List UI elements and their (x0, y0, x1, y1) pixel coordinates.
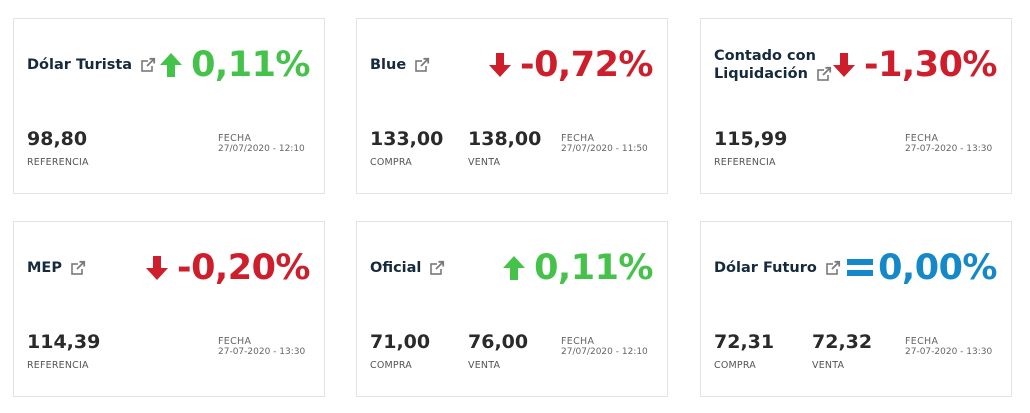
date-label: FECHA (561, 133, 595, 144)
rate-number: 115,99 (714, 128, 788, 150)
rate-value: 72,31 COMPRA (714, 330, 774, 371)
rate-number: 98,80 (27, 128, 88, 150)
rate-label: REFERENCIA (27, 157, 89, 168)
date-label: FECHA (905, 336, 939, 347)
rate-label: REFERENCIA (714, 157, 776, 168)
rate-name: Dólar Futuro (714, 259, 841, 277)
variation: -0,20% (145, 248, 310, 288)
card-header: Blue -0,72% (370, 41, 653, 89)
date-block: FECHA 27/07/2020 - 11:50 (561, 133, 653, 155)
date-value: 27/07/2020 - 12:10 (218, 144, 305, 154)
rate-name: Dólar Turista (27, 56, 157, 74)
card-header: MEP -0,20% (27, 244, 310, 292)
rate-number: 71,00 (370, 331, 431, 353)
rate-value: 71,00 COMPRA (370, 330, 430, 371)
rate-label: COMPRA (370, 360, 412, 371)
rate-card: Contado con Liquidación -1,30% 115,99 REFERE… (700, 18, 1012, 194)
date-value: 27-07-2020 - 13:30 (905, 144, 993, 154)
rate-name: Contado con Liquidación (714, 47, 832, 83)
date-value: 27-07-2020 - 13:30 (218, 347, 306, 357)
variation-percent: 0,11% (534, 248, 653, 288)
rate-number: 133,00 (370, 128, 444, 150)
external-link-icon[interactable] (825, 260, 841, 276)
variation-percent: 0,11% (191, 45, 310, 85)
variation-percent: -0,72% (520, 45, 653, 85)
rate-value: 114,39 REFERENCIA (27, 330, 100, 371)
arrow-down-icon (488, 52, 520, 78)
card-values: 133,00 COMPRA 138,00 VENTA FECHA 27/07/2020 -… (370, 127, 653, 171)
arrow-up-icon (159, 52, 191, 78)
rate-value: 72,32 VENTA (812, 330, 872, 371)
rate-card: Dólar Futuro 0,00% 72,31 COMPRA 72,32 VENTA FE… (700, 221, 1012, 397)
external-link-icon[interactable] (414, 57, 431, 73)
card-header: Dólar Turista 0,11% (27, 41, 310, 89)
date-label: FECHA (561, 336, 595, 347)
rate-value: 138,00 VENTA (468, 127, 541, 168)
date-label: FECHA (218, 133, 252, 144)
date-value: 27/07/2020 - 11:50 (561, 144, 648, 154)
rate-value: 98,80 REFERENCIA (27, 127, 89, 168)
arrow-down-icon (832, 52, 864, 78)
variation: 0,11% (502, 248, 653, 288)
arrow-down-icon (145, 255, 177, 281)
rate-number: 114,39 (27, 331, 101, 353)
date-block: FECHA 27-07-2020 - 13:30 (218, 336, 310, 358)
external-link-icon[interactable] (140, 57, 157, 73)
card-values: 71,00 COMPRA 76,00 VENTA FECHA 27/07/2020 - 1… (370, 330, 653, 374)
external-link-icon[interactable] (816, 66, 832, 82)
date-value: 27/07/2020 - 12:10 (561, 347, 648, 357)
rate-card: MEP -0,20% 114,39 REFERENCIA FECHA 27-07-2020… (13, 221, 325, 397)
equals-icon (846, 257, 878, 279)
rate-name: Blue (370, 56, 431, 74)
rate-card: Oficial 0,11% 71,00 COMPRA 76,00 VENTA FECHA 27… (356, 221, 668, 397)
rate-label: VENTA (812, 360, 845, 371)
card-values: 98,80 REFERENCIA FECHA 27/07/2020 - 12:10 (27, 127, 310, 171)
rate-name: Oficial (370, 259, 446, 277)
rate-number: 76,00 (468, 331, 529, 353)
variation: -0,72% (488, 45, 653, 85)
rate-label: REFERENCIA (27, 360, 89, 371)
rate-label: COMPRA (714, 360, 756, 371)
rate-number: 138,00 (468, 128, 542, 150)
card-values: 72,31 COMPRA 72,32 VENTA FECHA 27-07-2020 - 1… (714, 330, 997, 374)
rate-card: Dólar Turista 0,11% 98,80 REFERENCIA FECHA 27… (13, 18, 325, 194)
card-header: Contado con Liquidación -1,30% (714, 41, 997, 89)
variation-percent: 0,00% (878, 248, 997, 288)
date-block: FECHA 27-07-2020 - 13:30 (905, 133, 997, 155)
rate-value: 76,00 VENTA (468, 330, 528, 371)
variation-percent: -0,20% (177, 248, 310, 288)
rate-value: 133,00 COMPRA (370, 127, 443, 168)
date-block: FECHA 27/07/2020 - 12:10 (561, 336, 653, 358)
date-label: FECHA (218, 336, 252, 347)
rate-number: 72,32 (812, 331, 873, 353)
variation: 0,00% (846, 248, 997, 288)
variation-percent: -1,30% (864, 45, 997, 85)
rate-label: VENTA (468, 157, 501, 168)
card-header: Dólar Futuro 0,00% (714, 244, 997, 292)
rate-value: 115,99 REFERENCIA (714, 127, 787, 168)
rate-label: COMPRA (370, 157, 412, 168)
date-block: FECHA 27-07-2020 - 13:30 (905, 336, 997, 358)
rate-name: MEP (27, 259, 86, 277)
card-header: Oficial 0,11% (370, 244, 653, 292)
arrow-up-icon (502, 255, 534, 281)
rate-number: 72,31 (714, 331, 775, 353)
date-label: FECHA (905, 133, 939, 144)
variation: 0,11% (159, 45, 310, 85)
rate-label: VENTA (468, 360, 501, 371)
card-values: 114,39 REFERENCIA FECHA 27-07-2020 - 13:30 (27, 330, 310, 374)
rate-card: Blue -0,72% 133,00 COMPRA 138,00 VENTA FECHA 27… (356, 18, 668, 194)
date-block: FECHA 27/07/2020 - 12:10 (218, 133, 310, 155)
card-values: 115,99 REFERENCIA FECHA 27-07-2020 - 13:30 (714, 127, 997, 171)
variation: -1,30% (832, 45, 997, 85)
external-link-icon[interactable] (70, 260, 86, 276)
date-value: 27-07-2020 - 13:30 (905, 347, 993, 357)
external-link-icon[interactable] (429, 260, 446, 276)
